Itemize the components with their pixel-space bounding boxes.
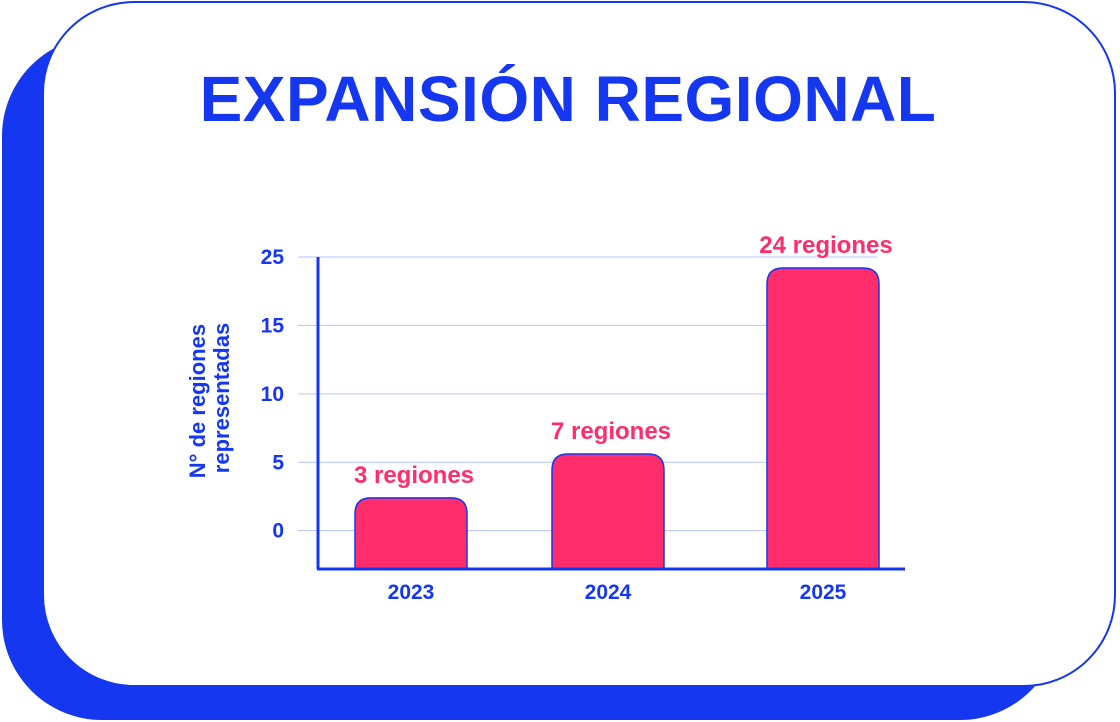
- bars: [354, 267, 880, 570]
- bar-2023: [354, 497, 468, 570]
- y-tick-label-25: 25: [261, 246, 285, 269]
- y-axis-ticks: 0 5 10 15 25: [261, 246, 285, 543]
- x-tick-label-2025: 2025: [800, 581, 847, 604]
- data-label-2024: 7 regiones: [551, 418, 671, 445]
- bar-2024: [551, 453, 665, 570]
- x-axis-ticks: 2023 2024 2025: [388, 581, 847, 604]
- x-tick-label-2023: 2023: [388, 581, 435, 604]
- bar-2025: [766, 267, 880, 570]
- y-axis-label-line-2: representadas: [209, 323, 234, 473]
- data-labels: 3 regiones 7 regiones 24 regiones: [354, 232, 893, 489]
- y-tick-label-15: 15: [261, 314, 285, 337]
- chart-title: EXPANSIÓN REGIONAL: [199, 63, 937, 135]
- x-tick-label-2024: 2024: [585, 581, 632, 604]
- y-axis-label: N° de regiones representadas: [185, 318, 234, 478]
- card: [42, 1, 1116, 687]
- y-axis-label-line-1: N° de regiones: [185, 324, 210, 478]
- data-label-2025: 24 regiones: [759, 232, 892, 259]
- y-tick-label-0: 0: [272, 520, 284, 543]
- data-label-2023: 3 regiones: [354, 462, 474, 489]
- y-tick-label-10: 10: [261, 383, 284, 406]
- y-tick-label-5: 5: [272, 451, 284, 474]
